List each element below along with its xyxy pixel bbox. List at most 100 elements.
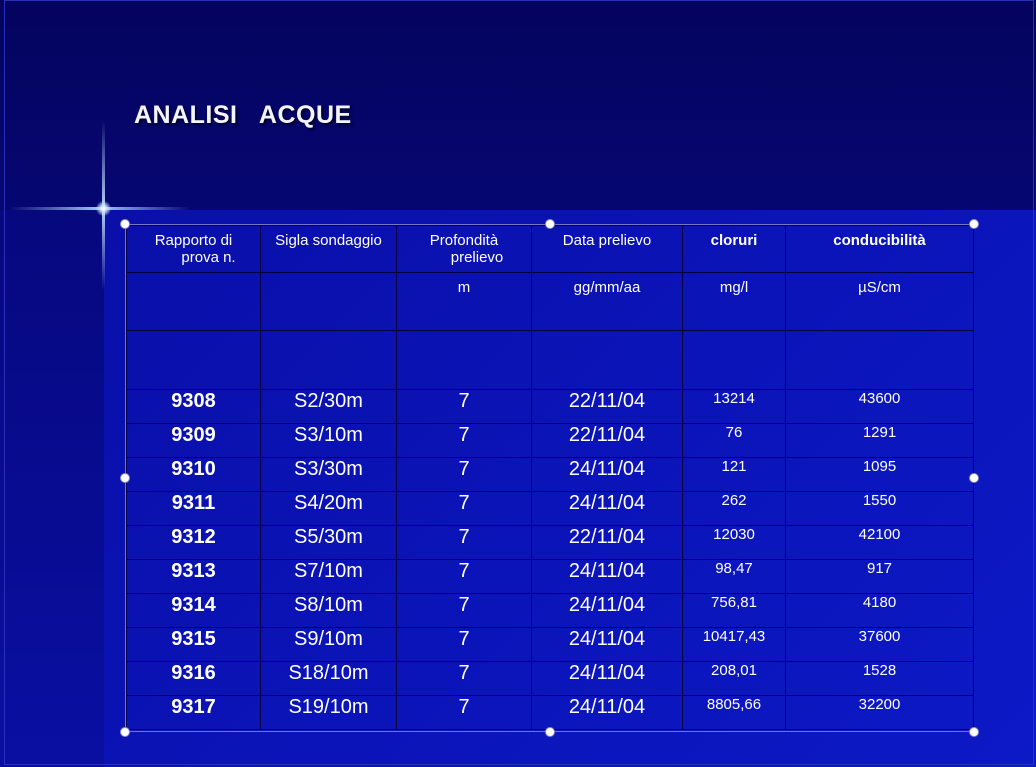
cell-rapporto[interactable]: 9312 — [126, 525, 261, 560]
cell-conducibilita[interactable]: 32200 — [785, 695, 974, 730]
blank-cell[interactable] — [126, 330, 261, 390]
selection-handle-top-left[interactable] — [120, 219, 130, 229]
table-blank-row — [126, 330, 974, 390]
header-cloruri[interactable]: cloruri — [682, 225, 786, 273]
header-sigla[interactable]: Sigla sondaggio — [260, 225, 397, 273]
cell-sigla[interactable]: S3/30m — [260, 457, 397, 492]
cell-data[interactable]: 24/11/04 — [531, 593, 683, 628]
cell-data[interactable]: 24/11/04 — [531, 661, 683, 696]
cell-profondita[interactable]: 7 — [396, 559, 532, 594]
cell-rapporto[interactable]: 9316 — [126, 661, 261, 696]
cell-profondita[interactable]: 7 — [396, 695, 532, 730]
cell-sigla[interactable]: S4/20m — [260, 491, 397, 526]
table-header-row: Rapporto di prova n. Sigla sondaggio Pro… — [126, 225, 974, 273]
selection-handle-top-center[interactable] — [545, 219, 555, 229]
header-rapporto[interactable]: Rapporto di prova n. — [126, 225, 261, 273]
blank-cell[interactable] — [785, 330, 974, 390]
cell-cloruri[interactable]: 121 — [682, 457, 786, 492]
cell-conducibilita[interactable]: 42100 — [785, 525, 974, 560]
table-row: 9314 S8/10m 7 24/11/04 756,81 4180 — [126, 593, 974, 628]
cell-conducibilita[interactable]: 4180 — [785, 593, 974, 628]
selection-handle-top-right[interactable] — [969, 219, 979, 229]
cell-conducibilita[interactable]: 37600 — [785, 627, 974, 662]
cell-data[interactable]: 24/11/04 — [531, 627, 683, 662]
cell-sigla[interactable]: S18/10m — [260, 661, 397, 696]
left-band — [0, 210, 104, 767]
water-analysis-table[interactable]: Rapporto di prova n. Sigla sondaggio Pro… — [125, 224, 974, 732]
selection-handle-bottom-center[interactable] — [545, 727, 555, 737]
cell-data[interactable]: 24/11/04 — [531, 695, 683, 730]
cell-sigla[interactable]: S7/10m — [260, 559, 397, 594]
cell-cloruri[interactable]: 8805,66 — [682, 695, 786, 730]
cell-rapporto[interactable]: 9314 — [126, 593, 261, 628]
cell-rapporto[interactable]: 9315 — [126, 627, 261, 662]
cell-profondita[interactable]: 7 — [396, 423, 532, 458]
blank-cell[interactable] — [682, 330, 786, 390]
cell-sigla[interactable]: S9/10m — [260, 627, 397, 662]
slide-title[interactable]: ANALISI ACQUE — [134, 101, 352, 129]
cell-cloruri[interactable]: 12030 — [682, 525, 786, 560]
cell-cloruri[interactable]: 208,01 — [682, 661, 786, 696]
unit-cell[interactable]: mg/l — [682, 272, 786, 331]
header-data[interactable]: Data prelievo — [531, 225, 683, 273]
cell-sigla[interactable]: S2/30m — [260, 389, 397, 424]
cell-conducibilita[interactable]: 1291 — [785, 423, 974, 458]
cell-conducibilita[interactable]: 917 — [785, 559, 974, 594]
cell-data[interactable]: 24/11/04 — [531, 457, 683, 492]
cell-data[interactable]: 24/11/04 — [531, 491, 683, 526]
unit-cell[interactable]: gg/mm/aa — [531, 272, 683, 331]
sparkle-icon — [96, 201, 111, 216]
cell-profondita[interactable]: 7 — [396, 457, 532, 492]
cell-sigla[interactable]: S5/30m — [260, 525, 397, 560]
unit-cell[interactable] — [260, 272, 397, 331]
selection-handle-bottom-left[interactable] — [120, 727, 130, 737]
cell-rapporto[interactable]: 9311 — [126, 491, 261, 526]
cell-profondita[interactable]: 7 — [396, 593, 532, 628]
cell-rapporto[interactable]: 9310 — [126, 457, 261, 492]
cell-data[interactable]: 22/11/04 — [531, 525, 683, 560]
header-rapporto-line2: prova n. — [181, 249, 236, 266]
cell-conducibilita[interactable]: 1528 — [785, 661, 974, 696]
header-rapporto-line1: Rapporto di — [154, 232, 233, 249]
selection-handle-middle-right[interactable] — [969, 473, 979, 483]
cell-data[interactable]: 22/11/04 — [531, 423, 683, 458]
cell-profondita[interactable]: 7 — [396, 661, 532, 696]
cell-cloruri[interactable]: 98,47 — [682, 559, 786, 594]
unit-cell[interactable] — [126, 272, 261, 331]
table-body: 9308 S2/30m 7 22/11/04 13214 43600 9309 S3/10m 7… — [126, 389, 974, 730]
blank-cell[interactable] — [531, 330, 683, 390]
table-units-row: m gg/mm/aa mg/l µS/cm — [126, 272, 974, 331]
cell-data[interactable]: 24/11/04 — [531, 559, 683, 594]
cell-data[interactable]: 22/11/04 — [531, 389, 683, 424]
cell-rapporto[interactable]: 9313 — [126, 559, 261, 594]
cell-profondita[interactable]: 7 — [396, 627, 532, 662]
cell-cloruri[interactable]: 756,81 — [682, 593, 786, 628]
selection-handle-middle-left[interactable] — [120, 473, 130, 483]
table-grid: Rapporto di prova n. Sigla sondaggio Pro… — [126, 225, 974, 730]
selection-handle-bottom-right[interactable] — [969, 727, 979, 737]
cell-cloruri[interactable]: 262 — [682, 491, 786, 526]
cell-rapporto[interactable]: 9309 — [126, 423, 261, 458]
blank-cell[interactable] — [260, 330, 397, 390]
cell-conducibilita[interactable]: 1095 — [785, 457, 974, 492]
cell-rapporto[interactable]: 9308 — [126, 389, 261, 424]
blank-cell[interactable] — [396, 330, 532, 390]
header-profondita[interactable]: Profondità prelievo — [396, 225, 532, 273]
header-conducibilita[interactable]: conducibilità — [785, 225, 974, 273]
header-band — [0, 0, 1036, 210]
unit-cell[interactable]: m — [396, 272, 532, 331]
cell-cloruri[interactable]: 13214 — [682, 389, 786, 424]
cell-cloruri[interactable]: 76 — [682, 423, 786, 458]
cell-conducibilita[interactable]: 1550 — [785, 491, 974, 526]
cell-profondita[interactable]: 7 — [396, 525, 532, 560]
cell-rapporto[interactable]: 9317 — [126, 695, 261, 730]
cell-conducibilita[interactable]: 43600 — [785, 389, 974, 424]
cell-sigla[interactable]: S3/10m — [260, 423, 397, 458]
unit-cell[interactable]: µS/cm — [785, 272, 974, 331]
table-row: 9316 S18/10m 7 24/11/04 208,01 1528 — [126, 661, 974, 696]
cell-sigla[interactable]: S19/10m — [260, 695, 397, 730]
cell-profondita[interactable]: 7 — [396, 389, 532, 424]
cell-profondita[interactable]: 7 — [396, 491, 532, 526]
cell-cloruri[interactable]: 10417,43 — [682, 627, 786, 662]
cell-sigla[interactable]: S8/10m — [260, 593, 397, 628]
